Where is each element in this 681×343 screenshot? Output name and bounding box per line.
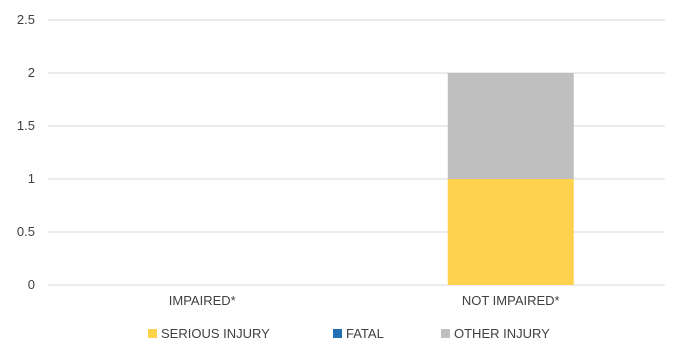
bars xyxy=(447,73,574,285)
y-tick-label: 0.5 xyxy=(17,224,35,239)
x-axis-categories: IMPAIRED* NOT IMPAIRED* xyxy=(169,293,560,308)
y-tick-label: 2 xyxy=(28,65,35,80)
category-label: IMPAIRED* xyxy=(169,293,236,308)
legend-swatch xyxy=(148,329,157,338)
y-tick-label: 1 xyxy=(28,171,35,186)
y-tick-label: 0 xyxy=(28,277,35,292)
y-tick-label: 1.5 xyxy=(17,118,35,133)
y-tick-label: 2.5 xyxy=(17,12,35,27)
bar-other-injury-1 xyxy=(447,73,574,179)
legend-swatch xyxy=(441,329,450,338)
legend-label: OTHER INJURY xyxy=(454,326,550,341)
legend-swatch xyxy=(333,329,342,338)
legend: SERIOUS INJURY FATAL OTHER INJURY xyxy=(148,326,550,341)
y-axis-ticks: 0 0.5 1 1.5 2 2.5 xyxy=(17,12,35,292)
category-label: NOT IMPAIRED* xyxy=(462,293,560,308)
legend-label: FATAL xyxy=(346,326,384,341)
legend-label: SERIOUS INJURY xyxy=(161,326,270,341)
bar-serious-injury-1 xyxy=(447,179,574,285)
